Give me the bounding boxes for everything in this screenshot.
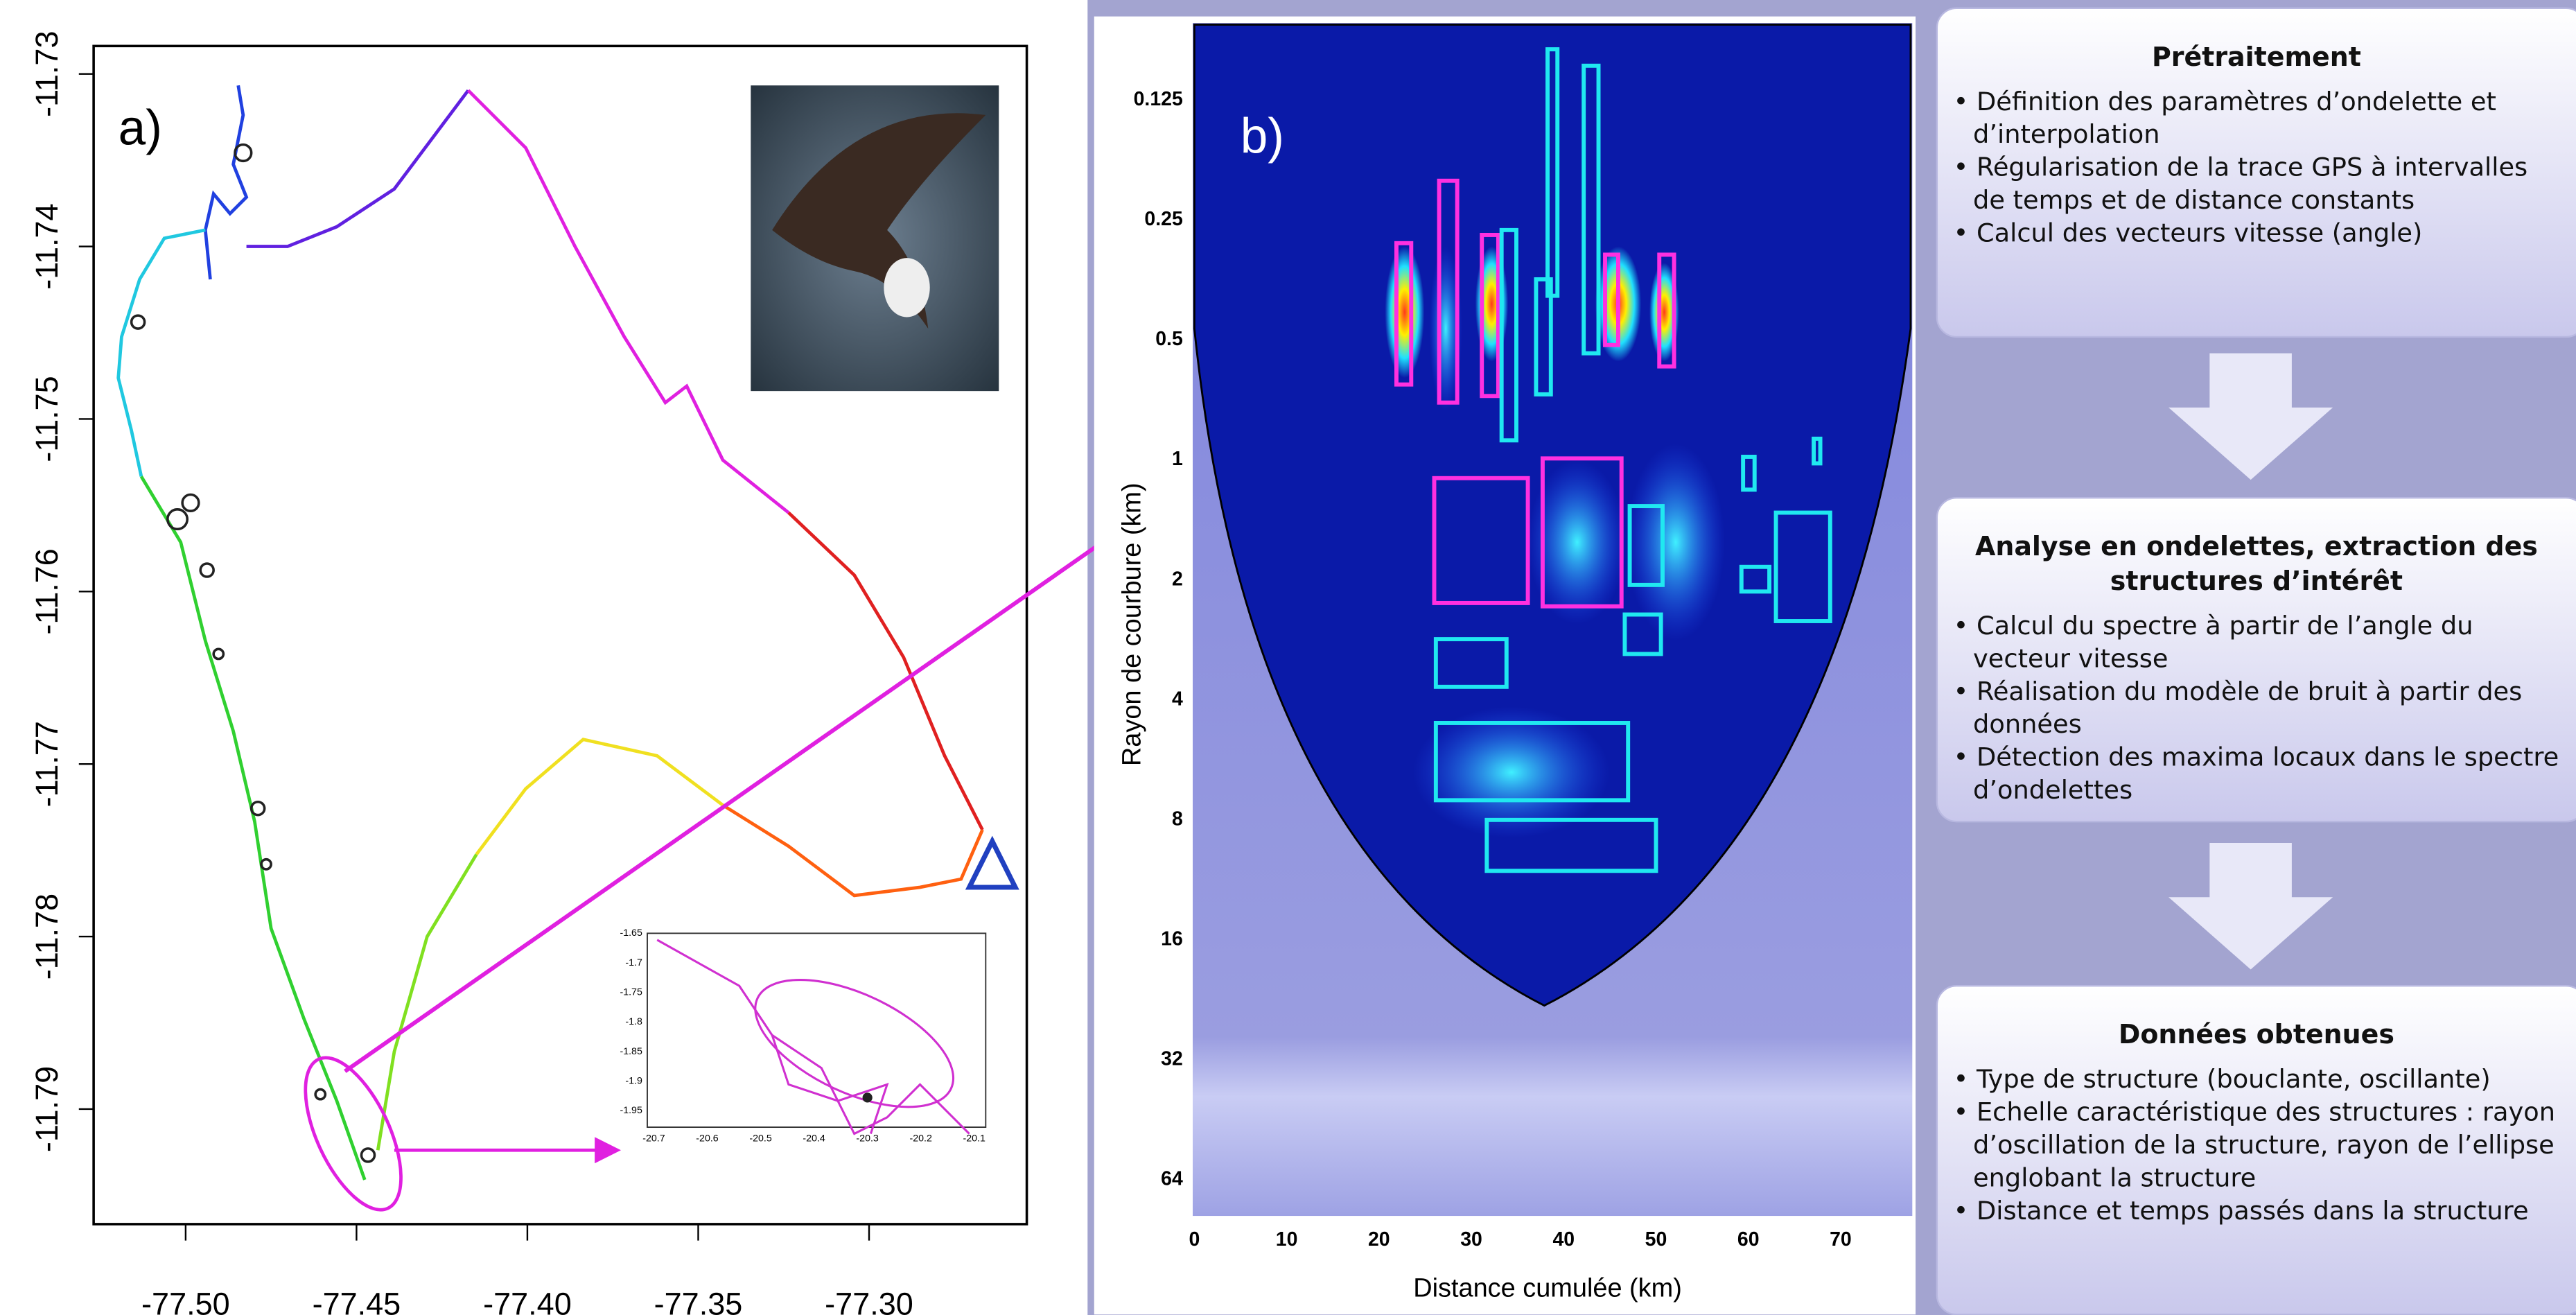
panel-b: b) 0.125 0.25 0.5 1 2 4 8 16 32 64 0 10 20 30 40 50 60 7… bbox=[1094, 16, 1916, 1315]
step-bullets: Calcul du spectre à partir de l’angle du… bbox=[1950, 609, 2563, 807]
x-tick-label: -77.35 bbox=[654, 1286, 743, 1315]
inset-x-tick-label: -20.2 bbox=[909, 1133, 932, 1144]
y-axis: 0.125 0.25 0.5 1 2 4 8 16 32 64 bbox=[1134, 88, 1183, 1190]
step-content: Données obtenues Type de structure (boucl… bbox=[1937, 986, 2576, 1314]
y-tick-label: 0.125 bbox=[1134, 88, 1183, 110]
x-tick-label: 30 bbox=[1460, 1228, 1482, 1251]
x-axis: -77.50 -77.45 -77.40 -77.35 -77.30 bbox=[141, 1223, 913, 1315]
y-axis: -11.73 -11.74 -11.75 -11.76 -11.77 -11.78 -11.… bbox=[29, 31, 94, 1152]
x-tick-label: -77.45 bbox=[313, 1286, 401, 1315]
inset-point bbox=[862, 1092, 873, 1103]
step-text: Prétraitement Définition des paramètres d… bbox=[1937, 8, 2576, 261]
flowchart: Prétraitement Définition des paramètres d… bbox=[1937, 8, 2576, 1314]
y-tick-label: -11.75 bbox=[29, 376, 64, 462]
y-tick-label: 0.5 bbox=[1155, 328, 1183, 350]
y-tick-label: -11.76 bbox=[29, 548, 64, 634]
step-text: Données obtenues Type de structure (boucl… bbox=[1937, 986, 2576, 1238]
panel-label: a) bbox=[119, 101, 162, 155]
bullet: Calcul du spectre à partir de l’angle du… bbox=[1973, 609, 2563, 674]
y-tick-label: -11.73 bbox=[29, 31, 64, 117]
x-tick-label: 70 bbox=[1830, 1228, 1852, 1251]
panel-label: b) bbox=[1241, 109, 1284, 164]
markers bbox=[130, 143, 376, 1163]
y-tick-label: 32 bbox=[1161, 1047, 1183, 1070]
y-tick-label: 8 bbox=[1172, 808, 1183, 830]
y-tick-label: 16 bbox=[1161, 928, 1183, 950]
bullet: Type de structure (bouclante, oscillante… bbox=[1973, 1063, 2563, 1096]
bullet: Détection des maxima locaux dans le spec… bbox=[1973, 741, 2563, 807]
x-axis: 0 10 20 30 40 50 60 70 bbox=[1189, 1228, 1851, 1251]
step-bullets: Définition des paramètres d’ondelette et… bbox=[1950, 85, 2563, 251]
structures-oscillation bbox=[1433, 47, 1832, 873]
inset-x-tick-label: -20.6 bbox=[696, 1133, 719, 1144]
inset-x-axis: -20.7 -20.6 -20.5 -20.4 -20.3 -20.2 -20.1 bbox=[642, 1133, 985, 1144]
x-tick-label: -77.30 bbox=[825, 1286, 913, 1315]
inset-y-tick-label: -1.95 bbox=[620, 1105, 642, 1116]
bullet: Calcul des vecteurs vitesse (angle) bbox=[1973, 218, 2563, 251]
inset-x-tick-label: -20.7 bbox=[642, 1133, 665, 1144]
inset-y-tick-label: -1.9 bbox=[625, 1075, 642, 1086]
bird-head bbox=[884, 258, 930, 317]
inset-y-tick-label: -1.75 bbox=[620, 986, 642, 998]
bullet: Echelle caractéristique des structures :… bbox=[1973, 1096, 2563, 1195]
structures-loop bbox=[1394, 178, 1676, 609]
inset-y-tick-label: -1.7 bbox=[625, 957, 642, 968]
inset-x-tick-label: -20.4 bbox=[803, 1133, 825, 1144]
step-content: Analyse en ondelettes, extraction des st… bbox=[1937, 498, 2576, 821]
arrow bbox=[2168, 842, 2333, 970]
bird bbox=[772, 113, 986, 329]
bullet: Définition des paramètres d’ondelette et… bbox=[1973, 85, 2563, 151]
bullet: Réalisation du modèle de bruit à partir … bbox=[1973, 675, 2563, 741]
y-axis-title: Rayon de courbure (km) bbox=[1118, 482, 1147, 766]
step-content: Prétraitement Définition des paramètres d… bbox=[1937, 8, 2576, 337]
x-tick-label: 60 bbox=[1737, 1228, 1760, 1251]
step-bullets: Type de structure (bouclante, oscillante… bbox=[1950, 1063, 2563, 1228]
inset-track bbox=[656, 939, 970, 1135]
y-tick-label: 4 bbox=[1172, 688, 1183, 710]
y-tick-label: 0.25 bbox=[1144, 208, 1183, 230]
step-title: Données obtenues bbox=[2118, 1018, 2394, 1050]
inset-y-tick-label: -1.65 bbox=[620, 928, 642, 939]
x-tick-label: 10 bbox=[1276, 1228, 1298, 1251]
inset-y-tick-label: -1.85 bbox=[620, 1046, 642, 1057]
x-tick-label: 50 bbox=[1645, 1228, 1667, 1251]
x-tick-label: 20 bbox=[1368, 1228, 1390, 1251]
panel-a: a) -11.73-11.74-11.75-11.76-11.77-11.78-… bbox=[0, 0, 1088, 1315]
step-title: Analyse en ondelettes, extraction des st… bbox=[1974, 530, 2538, 596]
y-tick-label: 2 bbox=[1172, 568, 1183, 590]
inset-y-axis: -1.65 -1.7 -1.75 -1.8 -1.85 -1.9 -1.95 bbox=[620, 928, 642, 1116]
x-tick-label: -77.50 bbox=[141, 1286, 230, 1315]
arrow bbox=[2168, 353, 2333, 480]
y-tick-label: -11.79 bbox=[29, 1066, 64, 1152]
end-marker bbox=[965, 835, 1019, 890]
step-title: Prétraitement bbox=[2151, 41, 2361, 73]
inset-x-tick-label: -20.5 bbox=[749, 1133, 772, 1144]
y-tick-label: -11.77 bbox=[29, 721, 64, 807]
bullet: Distance et temps passés dans la structu… bbox=[1973, 1195, 2563, 1228]
inset-y-tick-label: -1.8 bbox=[625, 1016, 642, 1027]
plot-frame bbox=[92, 44, 1028, 1226]
x-tick-label: 0 bbox=[1189, 1228, 1200, 1251]
inset-x-tick-label: -20.3 bbox=[856, 1133, 879, 1144]
zoom-ellipse bbox=[304, 1056, 403, 1212]
x-tick-label: -77.40 bbox=[483, 1286, 572, 1315]
step-text: Analyse en ondelettes, extraction des st… bbox=[1937, 498, 2576, 817]
x-tick-label: 40 bbox=[1552, 1228, 1575, 1251]
y-tick-label: 1 bbox=[1172, 448, 1183, 470]
y-tick-label: -11.74 bbox=[29, 203, 64, 289]
x-axis-title: Distance cumulée (km) bbox=[1413, 1274, 1682, 1303]
y-tick-label: 64 bbox=[1161, 1167, 1183, 1190]
y-tick-label: -11.78 bbox=[29, 894, 64, 979]
bullet: Régularisation de la trace GPS à interva… bbox=[1973, 151, 2563, 217]
inset-x-tick-label: -20.1 bbox=[963, 1133, 986, 1144]
gps-track bbox=[116, 85, 984, 1181]
